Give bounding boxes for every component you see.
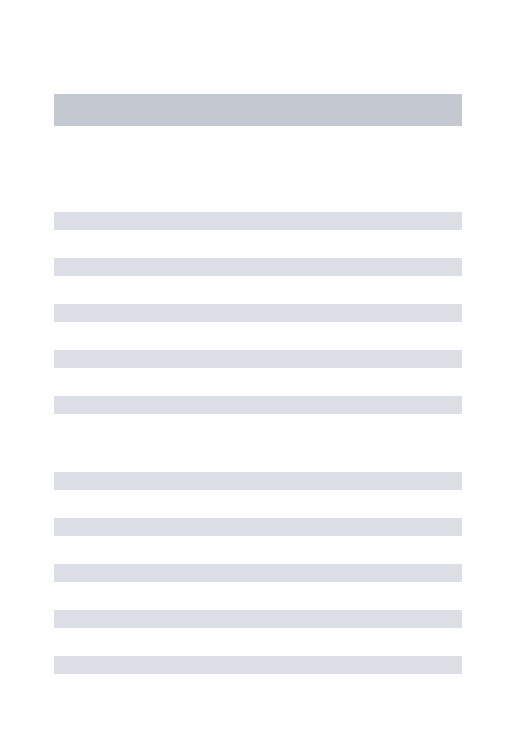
paragraph-group-1 (54, 212, 462, 414)
skeleton-container (0, 0, 516, 756)
paragraph-group-2 (54, 472, 462, 674)
text-line-placeholder (54, 610, 462, 628)
text-line-placeholder (54, 656, 462, 674)
text-line-placeholder (54, 258, 462, 276)
text-line-placeholder (54, 396, 462, 414)
text-line-placeholder (54, 304, 462, 322)
group-spacer (54, 442, 462, 472)
text-line-placeholder (54, 472, 462, 490)
text-line-placeholder (54, 350, 462, 368)
title-placeholder (54, 94, 462, 126)
text-line-placeholder (54, 518, 462, 536)
text-line-placeholder (54, 212, 462, 230)
text-line-placeholder (54, 564, 462, 582)
